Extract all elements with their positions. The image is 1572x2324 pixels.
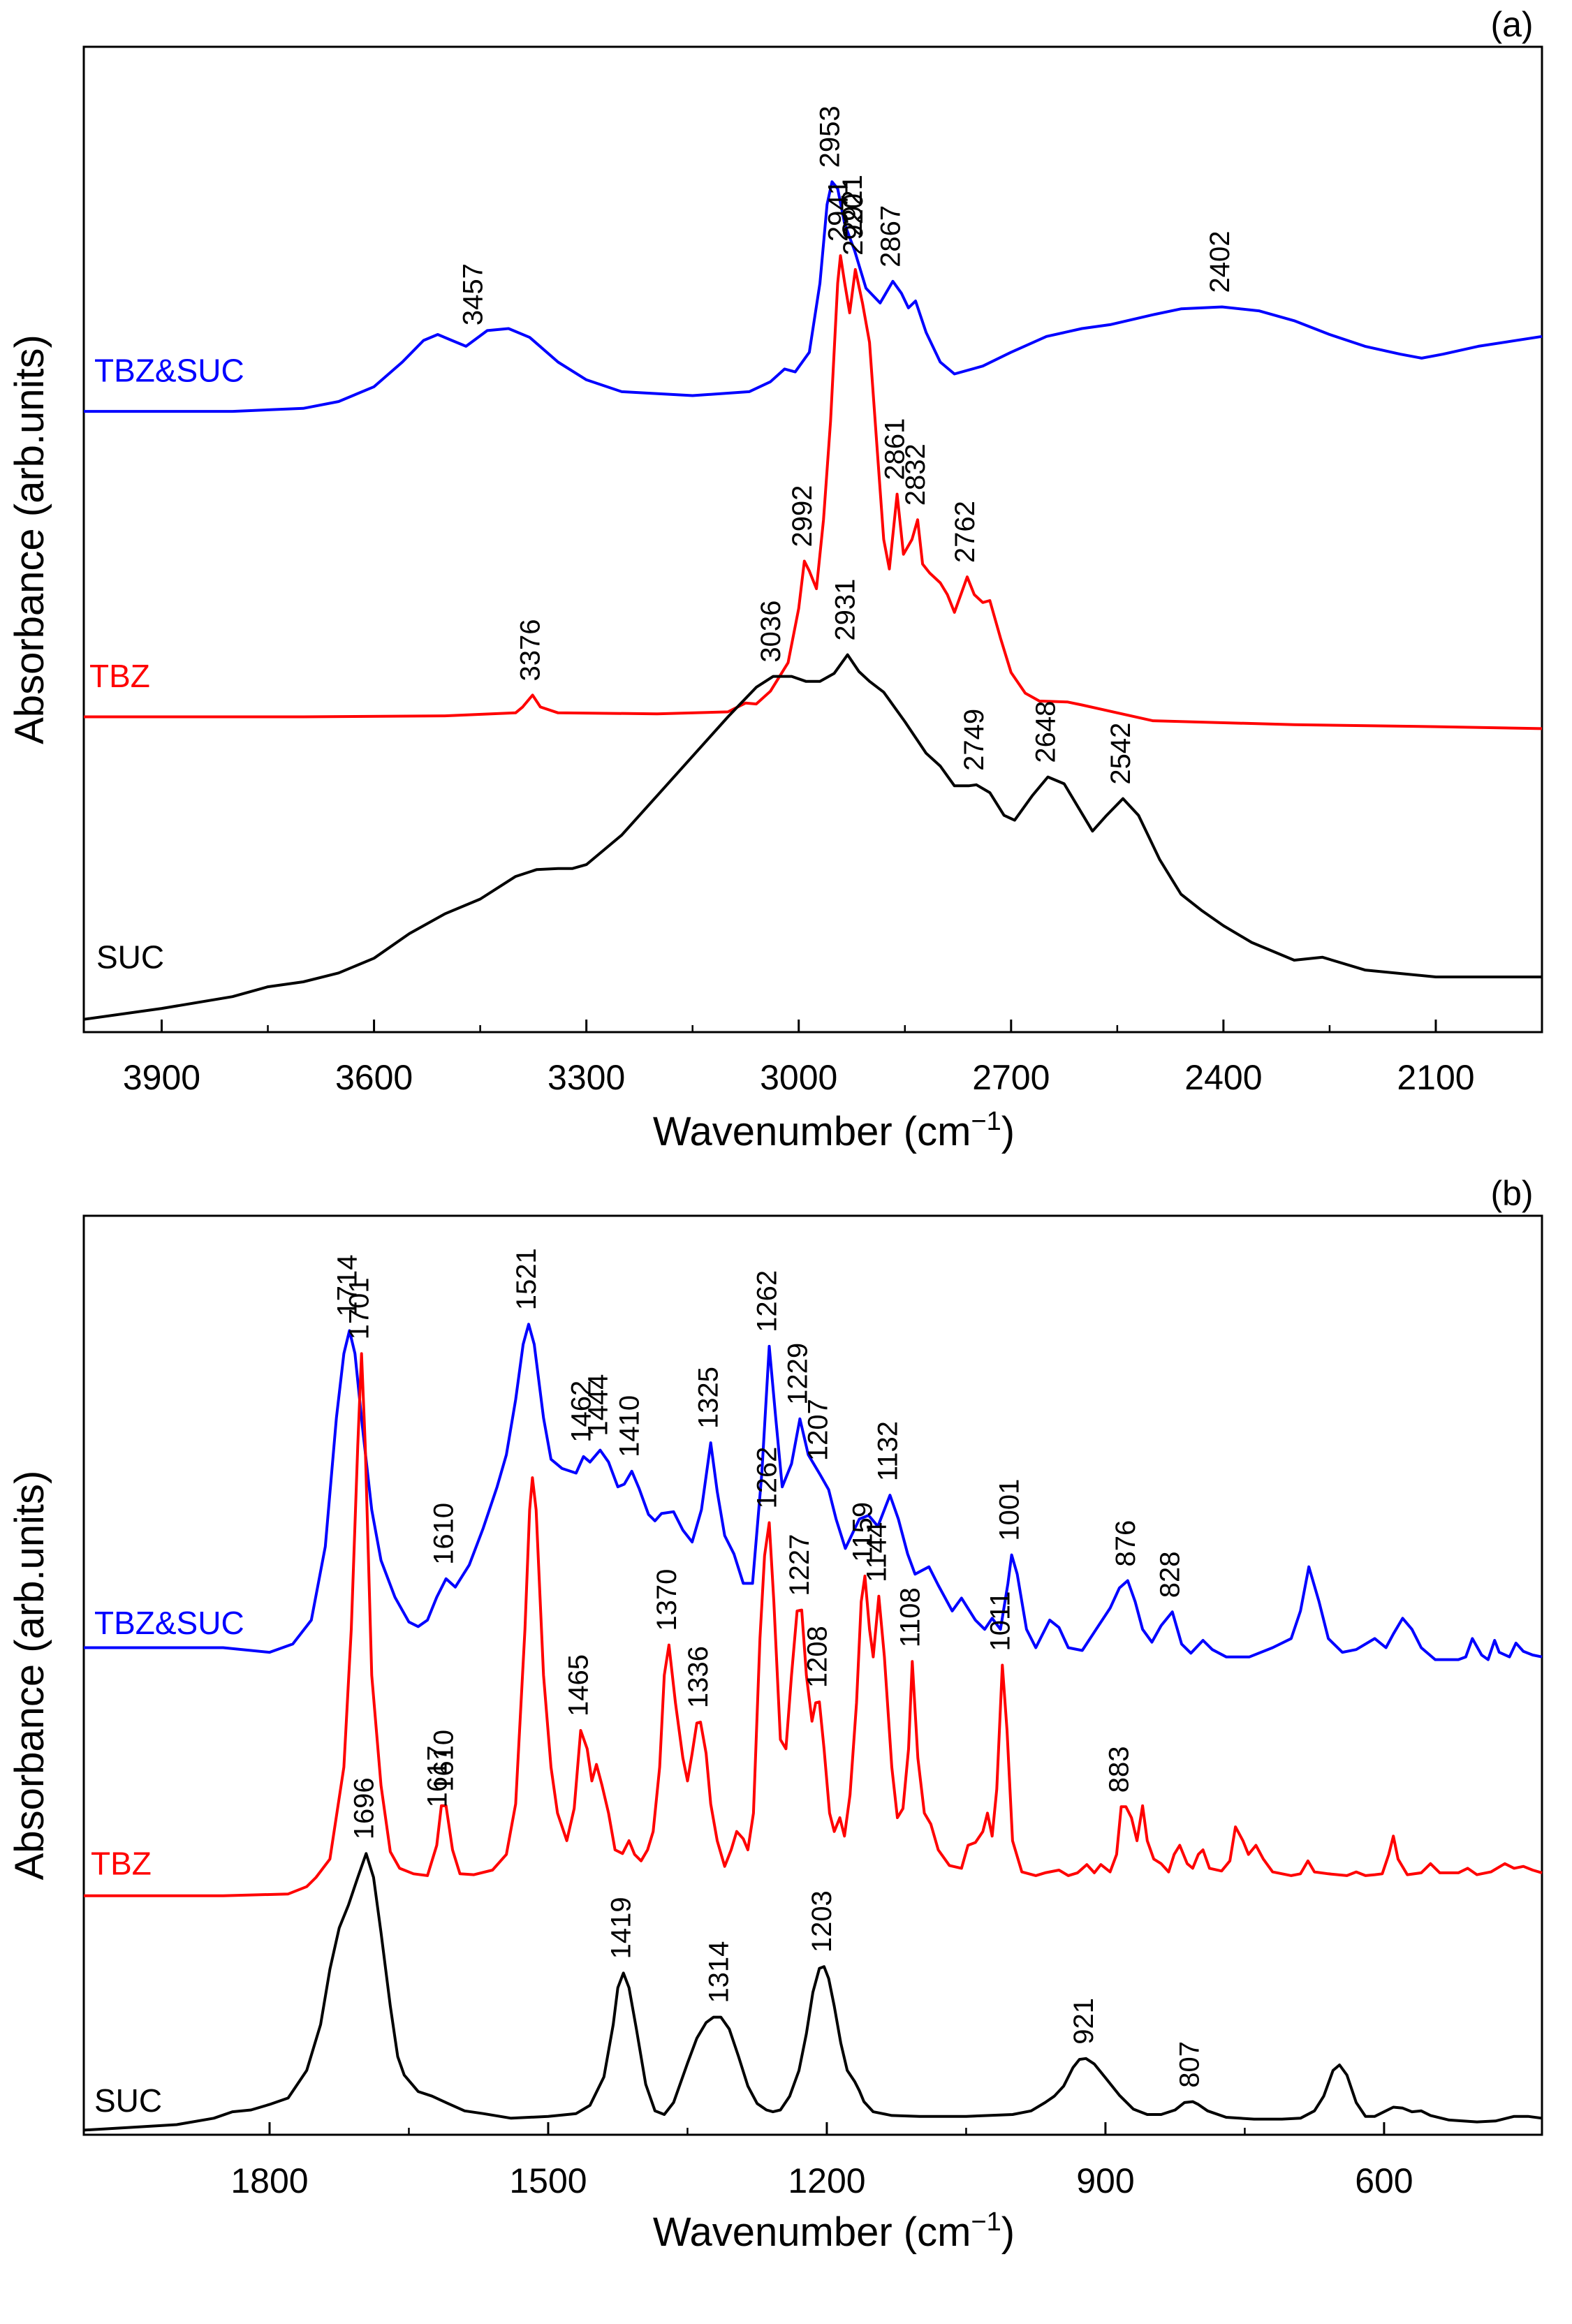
peak-label: 2941 bbox=[823, 179, 854, 242]
peak-label: 1444 bbox=[582, 1374, 613, 1436]
x-tick-label: 900 bbox=[1076, 2161, 1134, 2200]
peak-label: 1208 bbox=[802, 1626, 832, 1688]
peak-label: 2861 bbox=[880, 418, 911, 480]
peak-label: 2542 bbox=[1105, 723, 1136, 785]
peak-label: 2921 bbox=[837, 175, 868, 237]
x-tick-label: 600 bbox=[1355, 2161, 1413, 2200]
x-tick-label: 3600 bbox=[335, 1058, 413, 1097]
peak-label: 1419 bbox=[606, 1897, 637, 1959]
peak-label: 1701 bbox=[344, 1277, 375, 1339]
series-label: TBZ bbox=[89, 658, 150, 694]
series-label: SUC bbox=[96, 939, 164, 975]
x-axis-title: Wavenumber (cm−1) bbox=[653, 1107, 1015, 1154]
peak-label: 3036 bbox=[756, 601, 786, 663]
peak-label: 2920 bbox=[838, 193, 869, 256]
plot-frame bbox=[82, 45, 1543, 1034]
series-label: TBZ bbox=[91, 1846, 152, 1882]
x-tick-label: 3300 bbox=[548, 1058, 625, 1097]
peak-label: 1410 bbox=[615, 1395, 645, 1457]
x-tick-label: 2400 bbox=[1184, 1058, 1262, 1097]
peak-label: 1314 bbox=[703, 1941, 734, 2003]
plot-frame bbox=[82, 1214, 1543, 2136]
peak-label: 2832 bbox=[900, 443, 931, 506]
series-line-tbz bbox=[84, 254, 1543, 730]
y-axis-title: Absorbance (arb.units) bbox=[7, 334, 52, 744]
chart-panel-a: 3900 3600 3300 3000 2700 2400 2100 (a) Wavenumbe… bbox=[7, 5, 1543, 1154]
peak-label: 1262 bbox=[751, 1447, 782, 1509]
peak-label: 1696 bbox=[348, 1777, 379, 1839]
series-line-tbz bbox=[84, 1352, 1543, 1897]
peak-label: 2931 bbox=[830, 579, 861, 641]
peak-label: 828 bbox=[1155, 1551, 1186, 1598]
peak-label: 2402 bbox=[1205, 231, 1235, 293]
peak-label: 2762 bbox=[950, 501, 980, 563]
series-label: TBZ&SUC bbox=[94, 1605, 244, 1641]
x-tick-label: 1200 bbox=[788, 2161, 865, 2200]
peak-label: 1144 bbox=[861, 1522, 892, 1582]
series-label: TBZ&SUC bbox=[94, 353, 244, 389]
peak-label: 1462 bbox=[566, 1381, 597, 1443]
peak-label: 1001 bbox=[994, 1479, 1025, 1541]
peak-label: 883 bbox=[1104, 1746, 1135, 1793]
peak-label: 2992 bbox=[787, 485, 818, 547]
peak-label: 3457 bbox=[458, 263, 489, 325]
peak-label: 3376 bbox=[515, 619, 546, 681]
chart-panel-b: 1800 1500 1200 900 600 (b) Wavenumber (cm−1) Ab… bbox=[7, 1174, 1543, 2255]
peak-label: 1108 bbox=[895, 1587, 925, 1647]
peak-label: 1336 bbox=[683, 1646, 714, 1708]
x-axis-title: Wavenumber (cm−1) bbox=[653, 2207, 1015, 2255]
peak-label: 2648 bbox=[1031, 701, 1062, 763]
peak-label: 921 bbox=[1068, 1998, 1099, 2045]
x-tick-label: 1800 bbox=[230, 2161, 308, 2200]
peak-label: 1262 bbox=[751, 1270, 782, 1332]
peak-label: 807 bbox=[1175, 2041, 1205, 2088]
peak-label: 1159 bbox=[847, 1502, 878, 1562]
x-tick-label: 3900 bbox=[123, 1058, 200, 1097]
series-line-tbz-suc bbox=[84, 180, 1543, 413]
series-line-tbz-suc bbox=[84, 1323, 1543, 1661]
peak-label: 1227 bbox=[784, 1534, 815, 1596]
peak-label: 1370 bbox=[652, 1569, 682, 1631]
peak-label: 1229 bbox=[782, 1343, 813, 1405]
peak-label: 1617 bbox=[422, 1746, 453, 1808]
peak-label: 1465 bbox=[564, 1654, 594, 1716]
x-tick-label: 2100 bbox=[1397, 1058, 1474, 1097]
series-line-suc bbox=[83, 653, 1542, 1021]
peak-label: 1325 bbox=[693, 1367, 724, 1429]
peak-label: 1521 bbox=[511, 1248, 542, 1310]
peak-label: 1207 bbox=[803, 1399, 834, 1461]
peak-label: 1132 bbox=[872, 1421, 903, 1481]
series-line-suc bbox=[83, 1852, 1543, 2132]
peak-label: 876 bbox=[1110, 1520, 1141, 1567]
peak-label: 1610 bbox=[429, 1503, 460, 1565]
peak-label: 1610 bbox=[429, 1730, 460, 1792]
x-tick-label: 1500 bbox=[509, 2161, 587, 2200]
panel-label: (a) bbox=[1490, 5, 1533, 44]
peak-label: 1011 bbox=[985, 1591, 1015, 1652]
panel-label: (b) bbox=[1490, 1174, 1533, 1213]
peak-label: 2749 bbox=[959, 709, 990, 771]
peak-label: 1714 bbox=[332, 1255, 362, 1317]
x-tick-label: 2700 bbox=[972, 1058, 1050, 1097]
peak-label: 1203 bbox=[807, 1890, 837, 1952]
x-tick-label: 3000 bbox=[760, 1058, 837, 1097]
series-label: SUC bbox=[94, 2082, 162, 2119]
y-axis-title: Absorbance (arb.units) bbox=[7, 1471, 52, 1881]
peak-label: 2867 bbox=[876, 205, 906, 267]
peak-label: 2953 bbox=[814, 105, 845, 168]
